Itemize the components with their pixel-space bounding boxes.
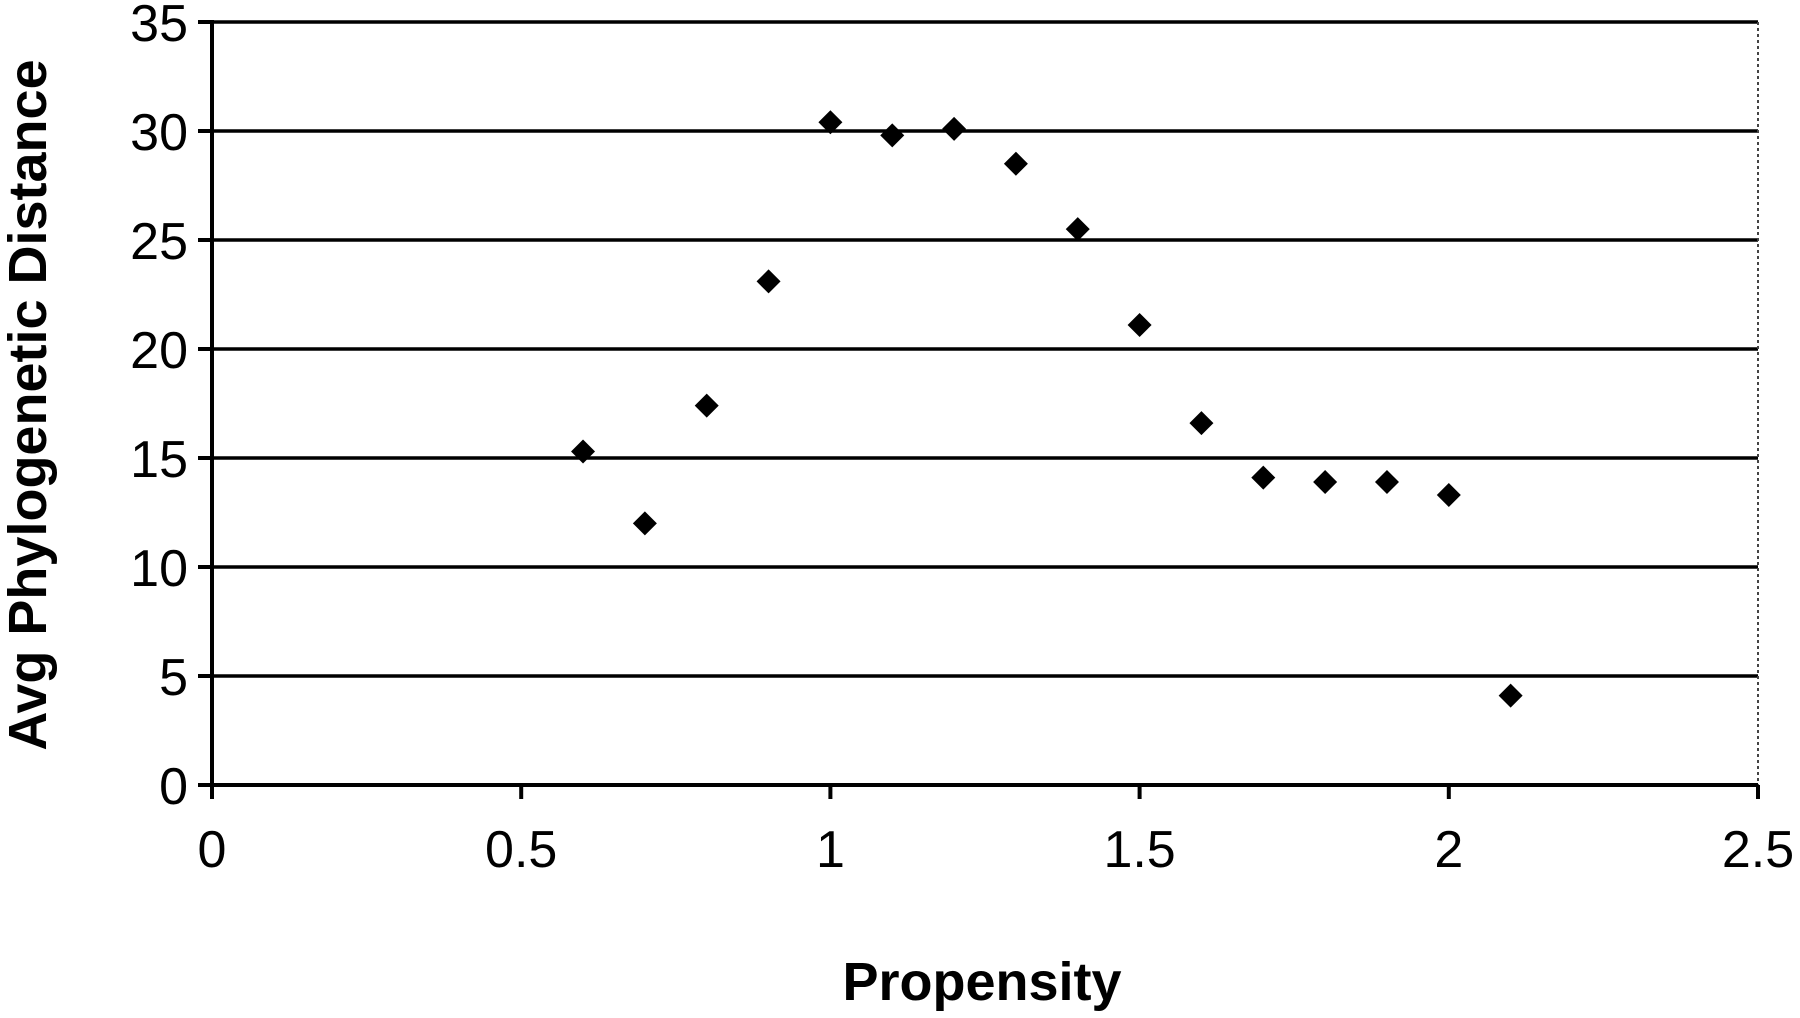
y-axis-title: Avg Phylogenetic Distance — [0, 59, 58, 750]
x-tick-label: 0 — [198, 821, 227, 879]
data-point — [1189, 411, 1214, 436]
y-tick-label: 10 — [130, 540, 188, 598]
axes — [210, 20, 1759, 787]
y-tick-label: 30 — [130, 104, 188, 162]
x-axis-ticks: 0 0.5 1 1.5 2 2.5 — [198, 785, 1794, 879]
gridlines — [212, 20, 1758, 678]
x-tick-label: 2 — [1434, 821, 1463, 879]
y-tick-label: 35 — [130, 0, 188, 53]
data-point — [1065, 217, 1090, 242]
y-tick-label: 15 — [130, 431, 188, 489]
data-point — [1003, 151, 1028, 176]
data-point — [1251, 465, 1276, 490]
x-tick-label: 0.5 — [485, 821, 557, 879]
x-axis-title: Propensity — [842, 952, 1121, 1012]
data-point — [1313, 469, 1338, 494]
x-tick-label: 2.5 — [1722, 821, 1794, 879]
data-points — [571, 110, 1523, 708]
data-point — [694, 393, 719, 418]
data-point — [818, 110, 843, 135]
y-tick-label: 25 — [130, 213, 188, 271]
data-point — [1374, 469, 1399, 494]
y-tick-label: 20 — [130, 322, 188, 380]
data-point — [942, 116, 967, 141]
data-point — [1498, 683, 1523, 708]
x-tick-label: 1 — [816, 821, 845, 879]
y-tick-label: 0 — [159, 758, 188, 816]
y-axis-ticks: 0 5 10 15 20 25 30 35 — [130, 0, 212, 816]
data-point — [571, 439, 596, 464]
data-point — [632, 511, 657, 536]
x-tick-label: 1.5 — [1103, 821, 1175, 879]
data-point — [1127, 313, 1152, 338]
data-point — [880, 123, 905, 148]
data-point — [756, 269, 781, 294]
data-point — [1436, 483, 1461, 508]
y-tick-label: 5 — [159, 649, 188, 707]
